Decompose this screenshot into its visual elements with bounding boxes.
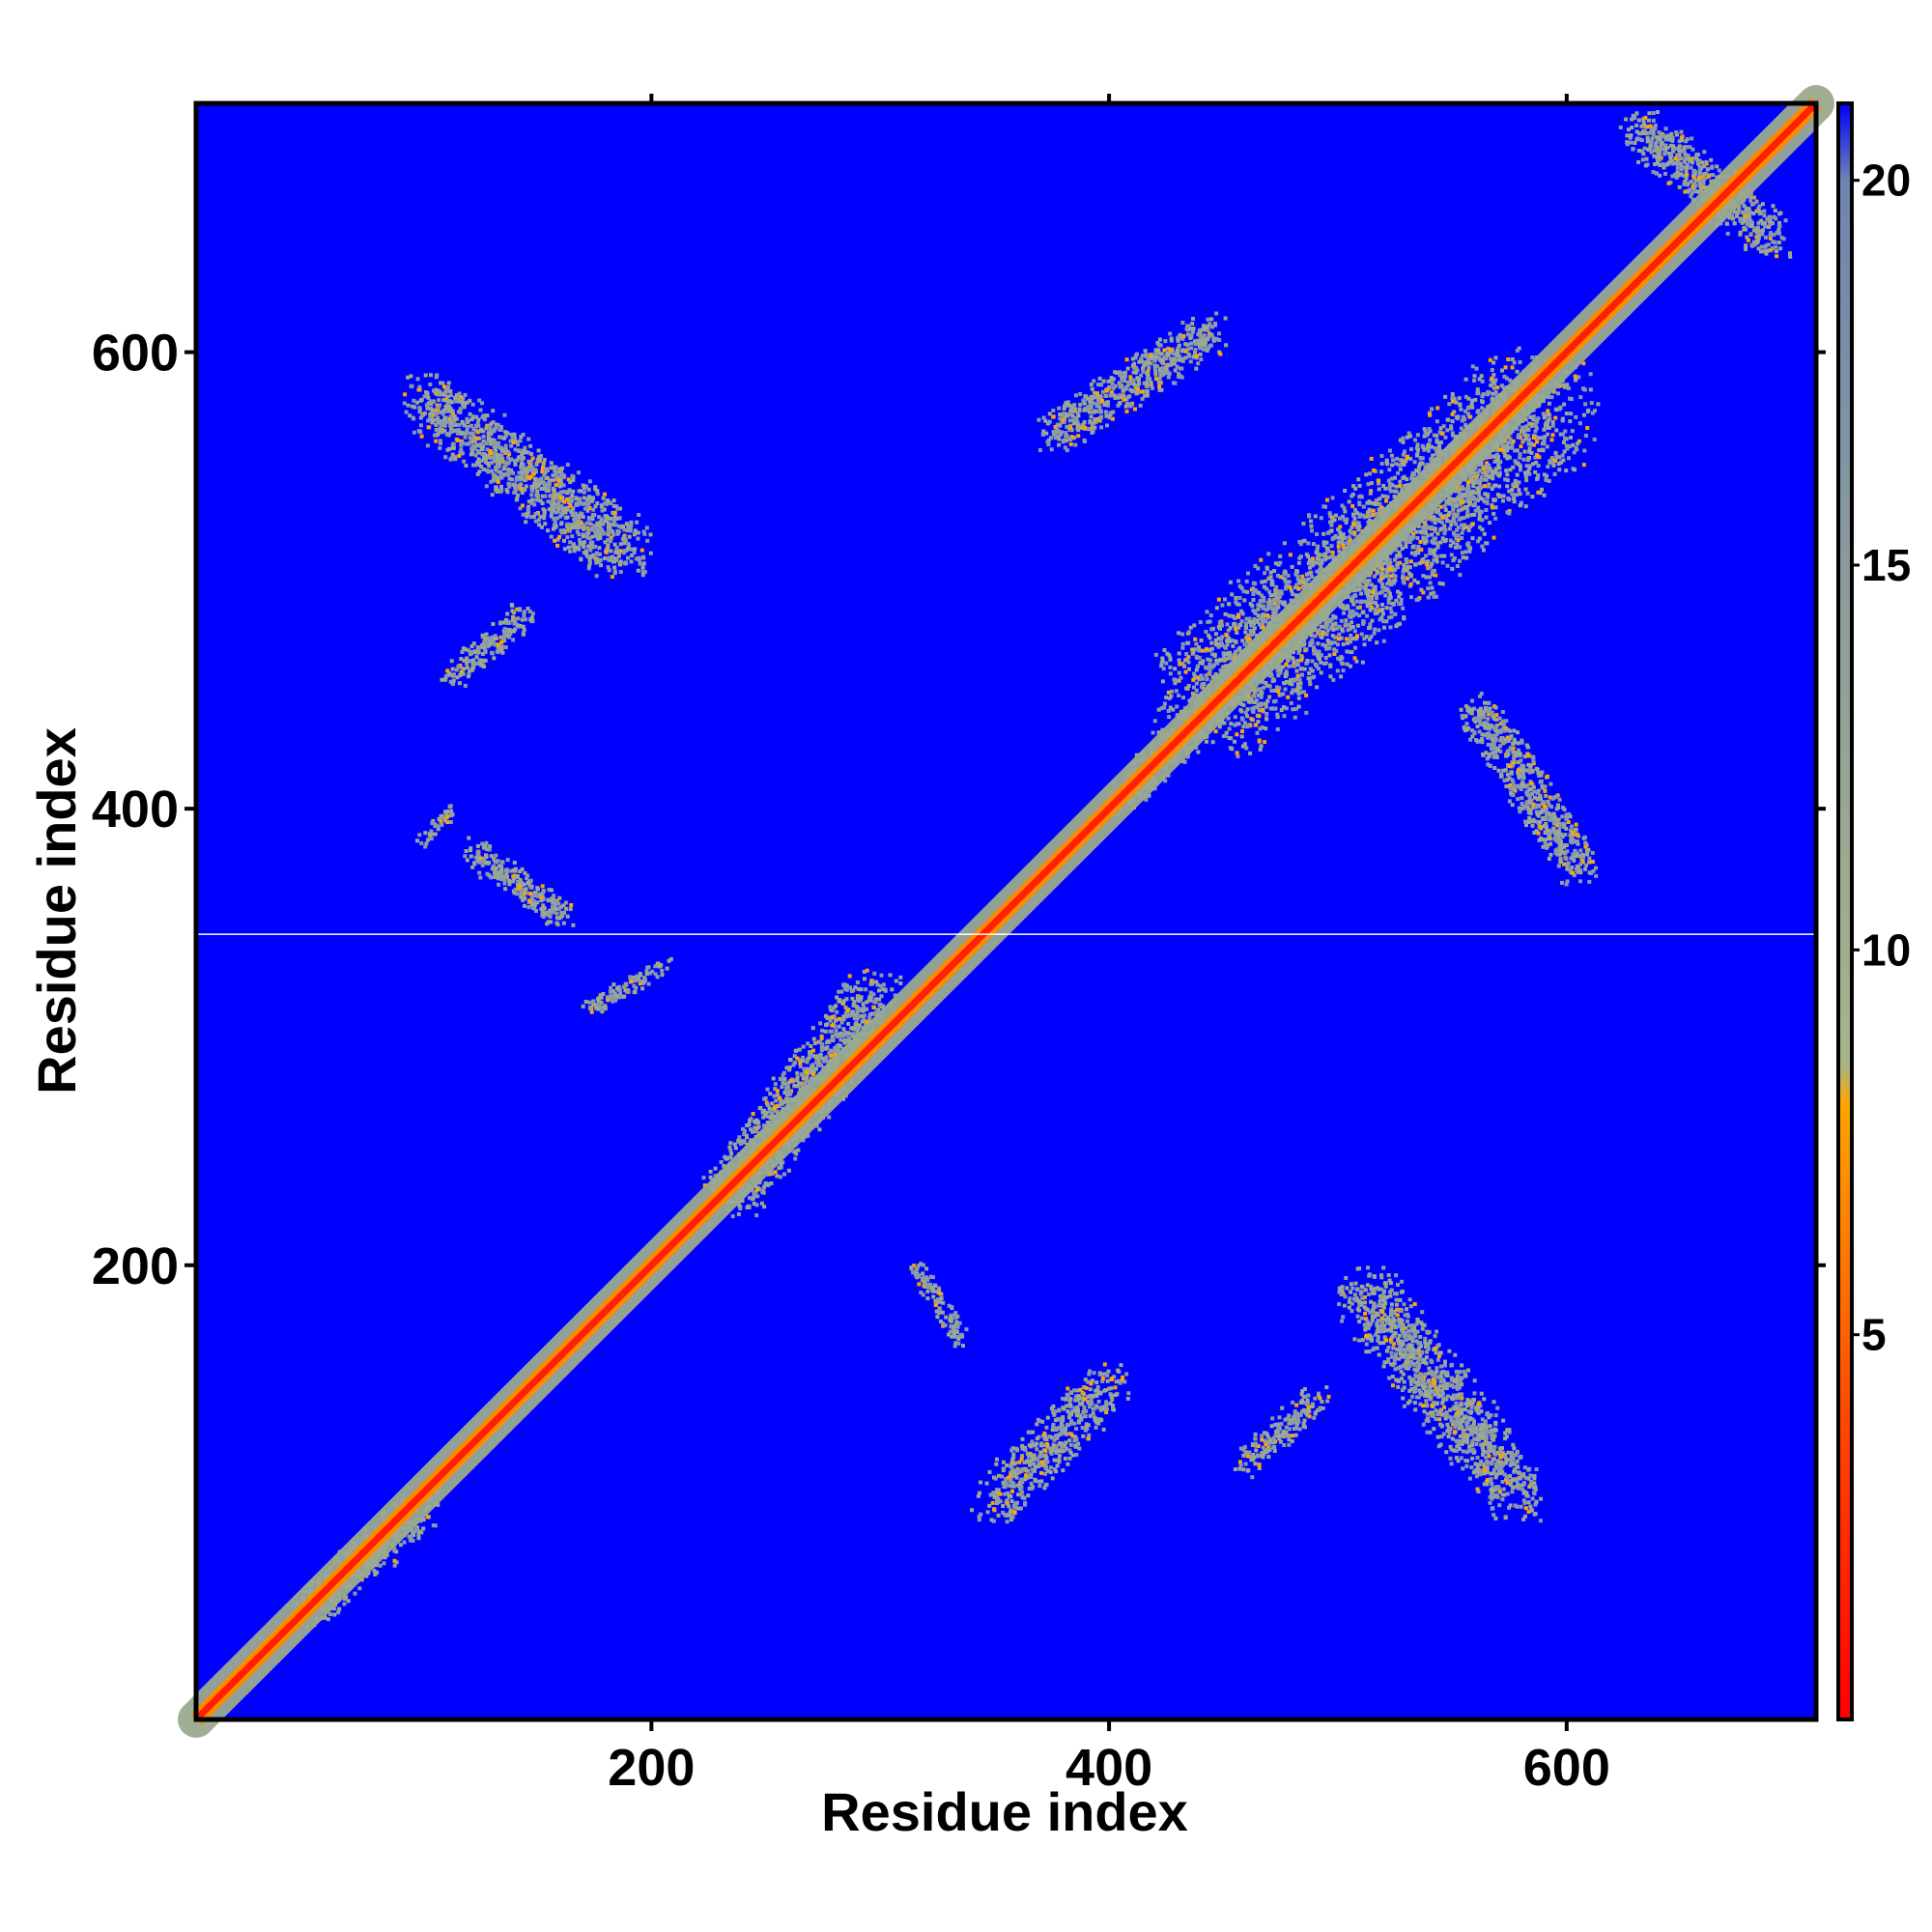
contact-region [1233, 1385, 1331, 1480]
contact-region [402, 373, 653, 580]
contact-region [440, 603, 535, 688]
x-tick-label: 400 [1065, 1739, 1152, 1797]
colorbar: 5 10 15 20 [1836, 101, 1911, 1721]
contact-region [1337, 1265, 1544, 1523]
colorbar-tick-label: 5 [1861, 1310, 1887, 1360]
plot-frame [193, 100, 1819, 1722]
x-axis-label: Residue index [821, 1781, 1188, 1842]
plot-border [193, 100, 1819, 1722]
contact-region [970, 1362, 1131, 1524]
contact-region [1037, 311, 1229, 453]
axis-ticks: 200 400 600 200 400 600 [92, 94, 1826, 1797]
contact-region [909, 1262, 969, 1349]
colorbar-tick-label: 15 [1861, 540, 1911, 590]
contact-region [415, 804, 455, 849]
colorbar-gradient [1836, 101, 1854, 1721]
colorbar-tick-label: 20 [1861, 156, 1911, 206]
colorbar-tick-label: 10 [1861, 924, 1911, 975]
x-tick-label: 200 [608, 1739, 695, 1797]
y-tick-label: 200 [92, 1237, 179, 1295]
contact-region [1459, 692, 1599, 887]
y-axis-label: Residue index [26, 727, 87, 1094]
diagonal-core [193, 100, 1819, 1722]
y-tick-label: 400 [92, 781, 179, 838]
contact-region [581, 956, 673, 1014]
x-tick-label: 600 [1523, 1739, 1610, 1797]
y-tick-label: 600 [92, 325, 179, 383]
contact-region [463, 836, 576, 927]
heatmap-layer [178, 85, 1834, 1738]
